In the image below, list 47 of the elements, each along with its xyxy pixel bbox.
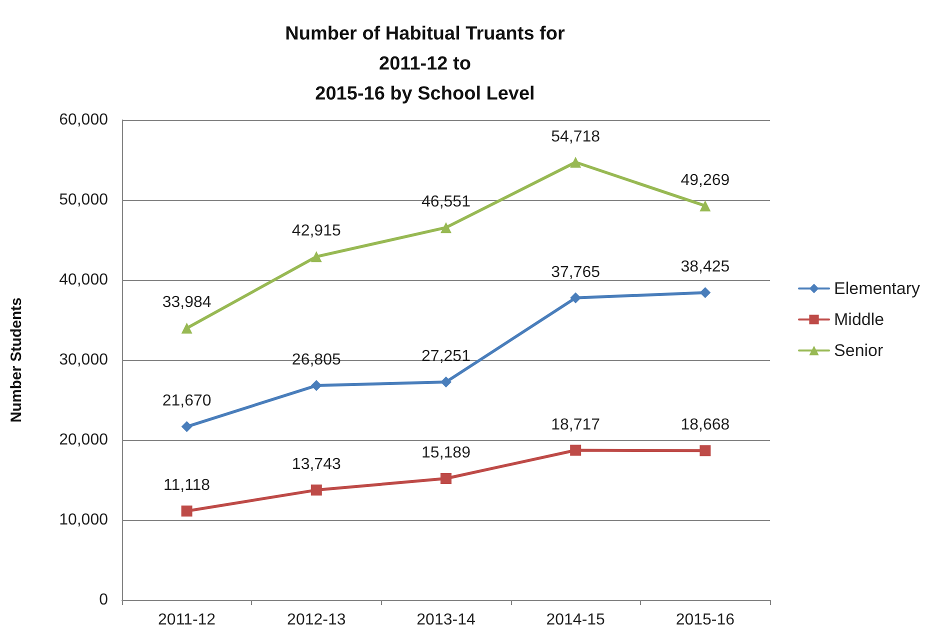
data-label: 11,118 [164,477,210,494]
data-label: 49,269 [680,172,730,189]
point [181,421,192,432]
data-label: 18,668 [680,416,730,434]
x-tick-label: 2012-13 [287,612,346,628]
point [181,322,192,334]
point [440,222,452,234]
data-label: 38,425 [680,258,730,276]
point [700,200,711,212]
y-tick-label: 60,000 [59,112,108,128]
point [440,376,452,388]
chart-title: Number of Habitual Truants for 2011-12 to 2015-16 by School Level [285,24,566,104]
x-tick-label: 2011-12 [158,612,216,628]
y-tick-label: 0 [99,592,108,608]
legend-label: Elementary [834,279,920,298]
y-tick-label: 40,000 [59,272,108,288]
point [700,445,711,456]
point [181,506,192,517]
legend-label: Senior [834,341,884,360]
data-label: 37,765 [551,264,600,281]
y-tick-label: 30,000 [59,352,108,368]
y-axis-title: Number Students [8,297,25,423]
data-label: 13,743 [292,456,341,474]
data-label: 27,251 [422,348,471,365]
x-tick-label: 2014-15 [546,612,606,628]
data-label: 54,718 [551,128,600,146]
point [700,287,711,298]
data-label: 15,189 [422,444,471,462]
point [310,484,322,496]
data-label: 21,670 [162,392,212,410]
point [440,472,452,484]
x-tick-label: 2015-16 [676,612,735,628]
data-label: 42,915 [292,222,341,240]
point [570,444,582,456]
data-label: 33,984 [162,294,212,312]
point [310,380,322,392]
point [570,156,582,168]
y-tick-label: 10,000 [59,512,108,528]
legend-label: Middle [834,310,884,329]
point [570,292,582,304]
y-tick-label: 20,000 [59,432,108,448]
data-label: 18,717 [551,416,600,434]
data-label: 26,805 [292,352,341,369]
x-tick-label: 2013-14 [416,612,476,628]
y-tick-label: 50,000 [59,192,108,208]
data-label: 46,551 [422,194,471,211]
point [310,251,322,262]
